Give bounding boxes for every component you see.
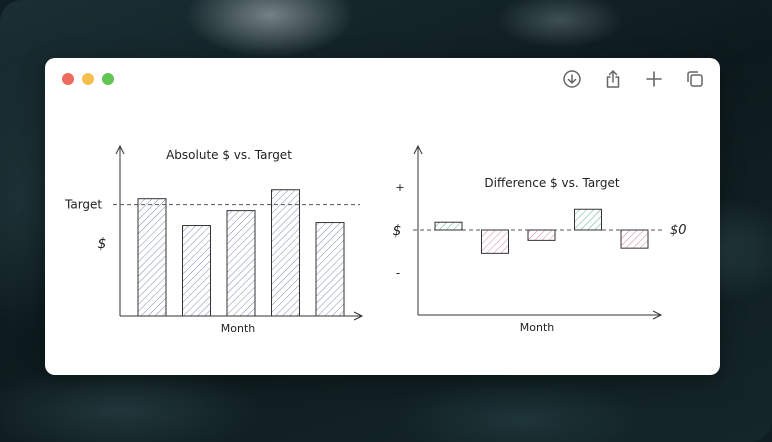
c1-y-arrow (115, 144, 125, 155)
c1-x-arrow (353, 311, 364, 321)
app-window: Target Absolute $ vs. Target $ Month Dif… (45, 58, 720, 375)
c1-bar-5 (315, 222, 345, 317)
share-icon[interactable] (602, 68, 624, 90)
c1-x-label: Month (221, 322, 256, 335)
c2-plus-label: + (395, 181, 404, 194)
c1-title: Absolute $ vs. Target (166, 148, 292, 162)
download-icon[interactable] (561, 68, 583, 90)
plus-icon[interactable] (643, 68, 665, 90)
c2-bar-3 (527, 229, 556, 241)
absolute-chart: Target Absolute $ vs. Target $ Month (64, 144, 364, 335)
c1-target-label: Target (64, 198, 102, 212)
c2-bar-4 (574, 208, 602, 231)
zoom-window-button[interactable] (102, 73, 114, 85)
c2-title: Difference $ vs. Target (484, 176, 620, 190)
c2-x-arrow (652, 310, 663, 320)
c2-zero-label: $0 (670, 223, 687, 238)
c2-bar-5 (620, 229, 649, 249)
copy-icon[interactable] (684, 68, 706, 90)
c2-bar-2 (481, 229, 509, 254)
difference-chart: Difference $ vs. Target + $ - $0 Month (393, 144, 687, 334)
charts-canvas: Target Absolute $ vs. Target $ Month Dif… (64, 144, 687, 335)
c1-bar-1 (137, 198, 167, 317)
c1-bar-2 (182, 225, 211, 317)
c1-bar-4 (271, 189, 300, 317)
c2-y-arrow (413, 144, 423, 155)
c2-minus-label: - (396, 266, 400, 280)
c1-bar-3 (226, 210, 256, 317)
close-window-button[interactable] (62, 73, 74, 85)
minimize-window-button[interactable] (82, 73, 94, 85)
c2-x-label: Month (520, 321, 555, 334)
c1-y-label: $ (98, 236, 107, 252)
c2-bar-1 (434, 221, 463, 231)
c2-y-label: $ (393, 223, 402, 239)
